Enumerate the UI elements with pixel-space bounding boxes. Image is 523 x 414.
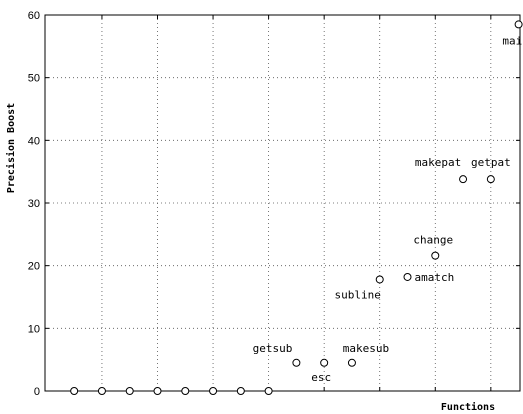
x-axis-label: Functions <box>441 401 495 413</box>
point-label: esc <box>311 371 331 384</box>
y-tick-label: 20 <box>28 261 40 273</box>
point-label: getpat <box>471 156 511 169</box>
data-point <box>403 272 412 281</box>
point-label: change <box>413 234 453 247</box>
data-point <box>431 251 440 260</box>
data-point <box>320 358 329 367</box>
data-point <box>70 387 79 395</box>
y-axis-label: Precision Boost <box>5 103 17 193</box>
point-label: main <box>502 34 523 47</box>
y-tick-label: 0 <box>34 386 40 398</box>
y-tick-label: 60 <box>28 10 40 22</box>
data-points <box>70 20 523 395</box>
data-point <box>153 387 162 395</box>
data-point <box>181 387 190 395</box>
data-point <box>209 387 218 395</box>
y-tick-label: 40 <box>28 135 40 147</box>
grid <box>45 15 520 391</box>
data-point <box>125 387 134 395</box>
y-tick-label: 30 <box>28 198 40 210</box>
y-tick-label: 10 <box>28 323 40 335</box>
data-point <box>486 175 495 184</box>
data-point <box>375 275 384 284</box>
data-point <box>459 175 468 184</box>
point-label: makesub <box>343 342 389 355</box>
point-label: getsub <box>253 342 293 355</box>
point-label: amatch <box>415 271 455 284</box>
point-labels: getsub esc makesub subline amatch change makep… <box>253 34 523 383</box>
data-point <box>292 358 301 367</box>
data-point <box>264 387 273 395</box>
point-label: subline <box>335 288 381 301</box>
y-tick-label: 50 <box>28 73 40 85</box>
data-point <box>236 387 245 395</box>
plot-frame <box>44 14 521 392</box>
y-axis: 0 10 20 30 40 50 60 <box>28 10 520 398</box>
data-point <box>347 358 356 367</box>
data-point <box>514 20 523 29</box>
point-label: makepat <box>415 156 461 169</box>
data-point <box>97 387 106 395</box>
